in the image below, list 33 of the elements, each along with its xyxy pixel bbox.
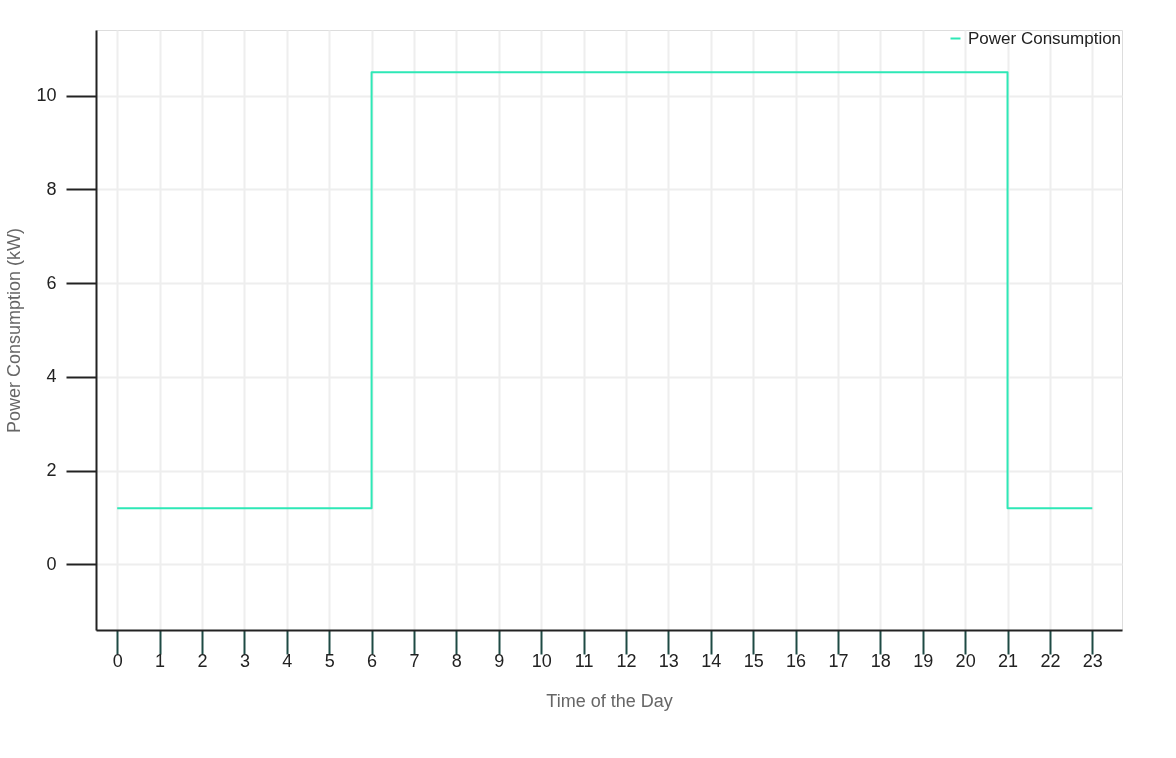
x-tick-label: 20 — [955, 650, 976, 671]
y-tick-label: 6 — [46, 272, 57, 293]
x-tick-label: 17 — [828, 650, 849, 671]
x-tick-label: 1 — [155, 650, 166, 671]
x-tick-label: 11 — [574, 650, 594, 671]
x-tick-label: 9 — [494, 650, 505, 671]
x-tick-label: 8 — [451, 650, 462, 671]
x-tick-label: 4 — [282, 650, 293, 671]
x-tick-label: 13 — [658, 650, 679, 671]
x-tick-label: 15 — [743, 650, 764, 671]
x-tick-label: 21 — [998, 650, 1019, 671]
y-tick-label: 0 — [46, 553, 57, 574]
x-tick-label: 12 — [616, 650, 637, 671]
y-tick-label: 2 — [46, 460, 57, 481]
x-tick-label: 5 — [324, 650, 335, 671]
y-tick-label: 4 — [46, 366, 57, 387]
legend-label: Power Consumption — [968, 28, 1122, 48]
y-tick-label: 8 — [46, 178, 57, 199]
x-tick-label: 23 — [1082, 650, 1103, 671]
x-tick-label: 7 — [409, 650, 420, 671]
x-tick-label: 10 — [531, 650, 552, 671]
x-tick-label: 2 — [197, 650, 208, 671]
x-tick-label: 0 — [112, 650, 123, 671]
y-tick-label: 10 — [36, 85, 57, 106]
x-tick-label: 16 — [786, 650, 807, 671]
x-axis-title: Time of the Day — [546, 690, 673, 711]
x-tick-label: 18 — [870, 650, 891, 671]
x-tick-label: 3 — [239, 650, 250, 671]
x-tick-label: 14 — [701, 650, 722, 671]
x-tick-label: 19 — [913, 650, 934, 671]
x-tick-label: 22 — [1040, 650, 1061, 671]
y-axis-title: Power Consumption (kW) — [4, 227, 25, 434]
x-tick-label: 6 — [367, 650, 378, 671]
